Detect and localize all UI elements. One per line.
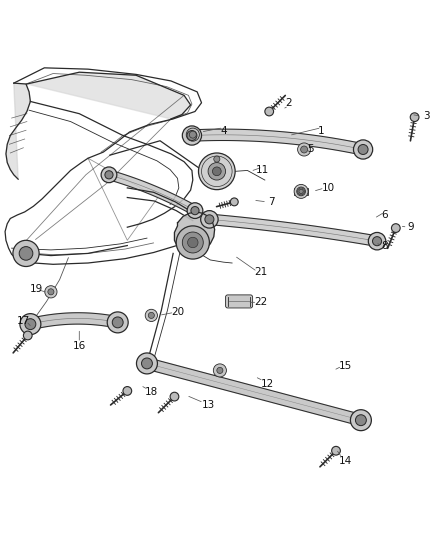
FancyBboxPatch shape bbox=[294, 188, 308, 195]
Polygon shape bbox=[145, 358, 362, 426]
Circle shape bbox=[392, 224, 400, 232]
Circle shape bbox=[300, 146, 307, 153]
Text: 13: 13 bbox=[201, 400, 215, 410]
Circle shape bbox=[105, 171, 113, 179]
Text: 4: 4 bbox=[220, 126, 227, 136]
Circle shape bbox=[182, 126, 201, 145]
Circle shape bbox=[20, 313, 41, 335]
Circle shape bbox=[191, 206, 199, 215]
Circle shape bbox=[123, 386, 132, 395]
Circle shape bbox=[212, 167, 221, 176]
Polygon shape bbox=[192, 129, 364, 155]
Circle shape bbox=[201, 211, 218, 228]
Circle shape bbox=[187, 131, 197, 141]
Circle shape bbox=[141, 358, 152, 369]
Circle shape bbox=[13, 240, 39, 266]
Text: 18: 18 bbox=[145, 387, 158, 397]
Circle shape bbox=[358, 144, 368, 155]
Circle shape bbox=[205, 215, 214, 224]
Text: 21: 21 bbox=[254, 266, 267, 277]
Polygon shape bbox=[108, 170, 197, 215]
Text: 14: 14 bbox=[339, 456, 352, 466]
Circle shape bbox=[297, 188, 304, 195]
Circle shape bbox=[208, 163, 226, 180]
Circle shape bbox=[297, 187, 305, 196]
Circle shape bbox=[101, 167, 117, 183]
Circle shape bbox=[265, 107, 274, 116]
Text: 7: 7 bbox=[268, 197, 275, 207]
Circle shape bbox=[213, 364, 226, 377]
Text: 9: 9 bbox=[408, 222, 414, 232]
Text: 5: 5 bbox=[307, 144, 314, 155]
Circle shape bbox=[148, 312, 154, 318]
Circle shape bbox=[297, 143, 311, 156]
Text: 17: 17 bbox=[17, 316, 30, 326]
Polygon shape bbox=[209, 214, 378, 246]
Text: 1: 1 bbox=[318, 126, 325, 136]
Circle shape bbox=[332, 446, 340, 455]
Circle shape bbox=[187, 237, 198, 248]
Circle shape bbox=[230, 198, 238, 206]
Circle shape bbox=[145, 309, 157, 321]
Circle shape bbox=[187, 203, 203, 219]
Text: 15: 15 bbox=[339, 361, 352, 371]
Circle shape bbox=[299, 189, 303, 193]
Circle shape bbox=[182, 232, 203, 253]
Circle shape bbox=[176, 226, 209, 259]
Text: 20: 20 bbox=[171, 308, 184, 317]
Text: 3: 3 bbox=[423, 111, 430, 121]
Circle shape bbox=[23, 331, 32, 340]
Text: 2: 2 bbox=[286, 98, 292, 108]
Circle shape bbox=[350, 410, 371, 431]
Circle shape bbox=[356, 415, 366, 426]
Circle shape bbox=[186, 128, 199, 141]
Circle shape bbox=[372, 237, 381, 246]
Circle shape bbox=[189, 131, 196, 138]
Text: 12: 12 bbox=[261, 379, 274, 390]
Circle shape bbox=[170, 392, 179, 401]
Circle shape bbox=[353, 140, 373, 159]
Text: 22: 22 bbox=[254, 297, 267, 308]
Text: 6: 6 bbox=[381, 210, 388, 220]
Text: 10: 10 bbox=[321, 183, 335, 193]
Circle shape bbox=[410, 113, 419, 122]
Text: 16: 16 bbox=[73, 341, 86, 351]
Text: 11: 11 bbox=[256, 165, 269, 175]
Circle shape bbox=[368, 232, 386, 250]
Circle shape bbox=[214, 156, 220, 162]
Circle shape bbox=[217, 367, 223, 374]
Text: 8: 8 bbox=[381, 240, 388, 251]
Polygon shape bbox=[174, 212, 215, 253]
Circle shape bbox=[137, 353, 157, 374]
Circle shape bbox=[19, 247, 33, 260]
Circle shape bbox=[198, 153, 235, 190]
Circle shape bbox=[112, 317, 123, 328]
FancyBboxPatch shape bbox=[226, 295, 253, 308]
Polygon shape bbox=[6, 83, 30, 179]
Polygon shape bbox=[29, 313, 119, 329]
Circle shape bbox=[45, 286, 57, 298]
Polygon shape bbox=[27, 72, 191, 119]
Text: 19: 19 bbox=[30, 284, 43, 294]
Circle shape bbox=[107, 312, 128, 333]
Circle shape bbox=[294, 184, 308, 198]
Circle shape bbox=[48, 289, 54, 295]
Circle shape bbox=[25, 319, 36, 329]
